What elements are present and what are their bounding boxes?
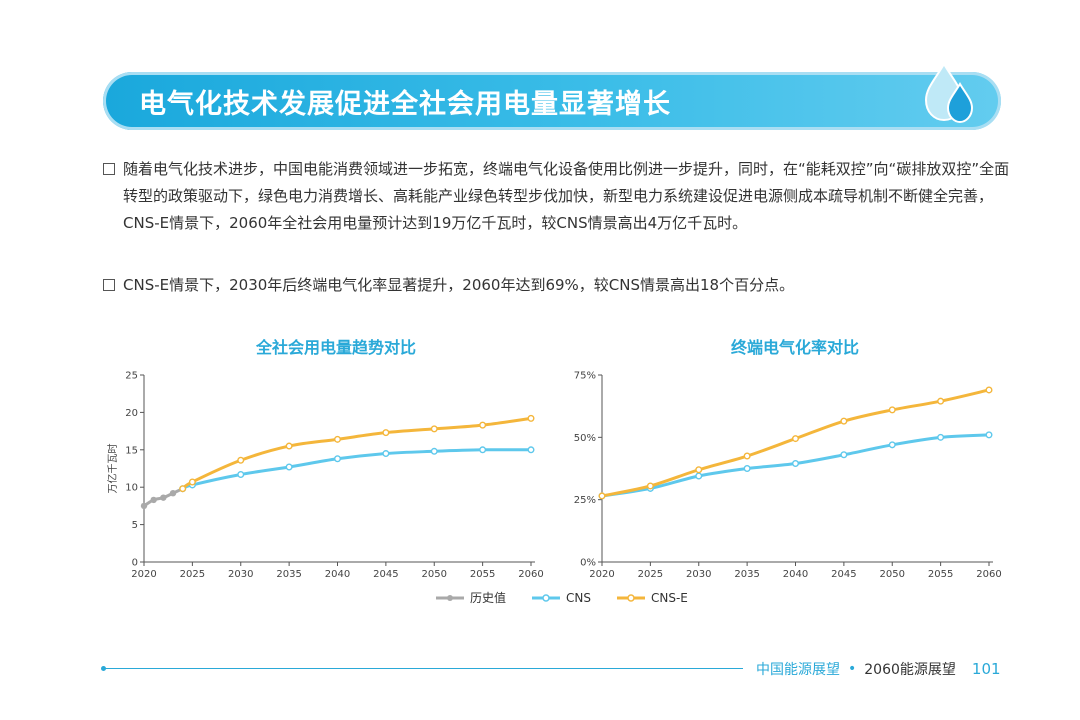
legend-item-cns: CNS [532, 591, 591, 605]
legend-history-swatch [436, 594, 464, 601]
x-tick-label: 2045 [831, 569, 856, 580]
section-banner: 电气化技术发展促进全社会用电量显著增长 [103, 72, 1001, 130]
y-tick-label: 75% [574, 371, 596, 382]
chart-title-electricity: 全社会用电量趋势对比 [255, 338, 416, 357]
legend-item-cnse: CNS-E [617, 591, 688, 605]
data-point-cnse [646, 482, 654, 490]
x-tick-label: 2030 [228, 569, 253, 580]
data-point-cnse [188, 478, 196, 486]
bullet-paragraph: 随着电气化技术进步，中国电能消费领域进一步拓宽，终端电气化设备使用比例进一步提升… [103, 156, 1013, 237]
data-point-cns [937, 433, 945, 441]
legend-item-history: 历史值 [436, 589, 506, 606]
data-point-cns [888, 441, 896, 449]
legend-cns-swatch [532, 593, 561, 602]
data-point-cnse [840, 417, 848, 425]
y-tick-label: 10 [125, 483, 138, 494]
data-point-cnse [382, 429, 390, 437]
x-tick-label: 2045 [373, 569, 398, 580]
x-tick-label: 2050 [422, 569, 447, 580]
x-tick-label: 2025 [180, 569, 205, 580]
x-tick-label: 2020 [589, 569, 614, 580]
data-point-cnse [237, 456, 245, 464]
legend-label-history: 历史值 [470, 591, 507, 605]
legend-cnse-swatch [617, 593, 645, 602]
data-point-history [140, 502, 148, 510]
series-line-cnse [600, 388, 991, 498]
x-tick-label: 2035 [276, 569, 301, 580]
electrification-rate-chart: 0% 25% 50% 75% 2020 2025 2030 2035 2040 2045 2050 2… [574, 371, 1002, 581]
data-point-cns [333, 455, 341, 463]
footer-rule [103, 668, 743, 669]
data-point-cnse [888, 406, 896, 414]
bullet-text: CNS-E情景下，2030年后终端电气化率显著提升，2060年达到69%，较CN… [123, 276, 795, 294]
x-tick-label: 2025 [638, 569, 663, 580]
page-number: 101 [971, 660, 1001, 678]
series-line-cnse [181, 416, 533, 491]
footer-book-subtitle: 2060能源展望 [864, 662, 956, 678]
y-tick-label: 0 [132, 558, 138, 569]
x-tick-label: 2060 [976, 569, 1001, 580]
series-line-cns [181, 448, 533, 491]
data-point-cnse [743, 452, 751, 460]
page-footer: 中国能源展望 • 2060能源展望 101 [756, 659, 1001, 679]
data-point-cns [743, 464, 751, 472]
section-title: 电气化技术发展促进全社会用电量显著增长 [139, 89, 671, 120]
y-tick-label: 5 [132, 520, 138, 531]
x-tick-label: 2040 [783, 569, 808, 580]
y-tick-label: 20 [125, 408, 138, 419]
data-point-cnse [479, 421, 487, 429]
y-tick-label: 25% [574, 495, 596, 506]
data-point-cns [840, 451, 848, 459]
data-point-cns [430, 447, 438, 455]
water-drop-icon [924, 61, 974, 124]
data-point-cns [791, 460, 799, 468]
data-point-cnse [985, 386, 993, 394]
footer-book-title: 中国能源展望 [756, 662, 840, 678]
x-tick-label: 2055 [470, 569, 495, 580]
data-point-cnse [598, 492, 606, 500]
data-point-cnse [430, 425, 438, 433]
x-tick-label: 2035 [734, 569, 759, 580]
data-point-cns [479, 446, 487, 454]
data-point-cns [285, 463, 293, 471]
data-point-cnse [695, 466, 703, 474]
bullet-paragraph: CNS-E情景下，2030年后终端电气化率显著提升，2060年达到69%，较CN… [103, 272, 1013, 299]
data-point-history [169, 489, 177, 497]
x-tick-label: 2055 [928, 569, 953, 580]
chart-legend: 历史值 CNS CNS-E [436, 589, 688, 606]
data-point-history [160, 494, 167, 501]
x-tick-label: 2060 [518, 569, 543, 580]
data-point-cns [382, 450, 390, 458]
data-point-history [150, 496, 157, 504]
bullet-box-icon [103, 279, 115, 291]
data-point-cnse [791, 435, 799, 443]
y-tick-label: 15 [125, 445, 138, 456]
y-tick-label: 25 [125, 371, 138, 382]
data-point-cns [985, 431, 993, 439]
y-tick-label: 50% [574, 433, 596, 444]
data-point-cns [237, 470, 245, 478]
data-point-cnse [333, 435, 341, 443]
data-point-cnse [179, 485, 187, 493]
data-point-cnse [527, 414, 535, 422]
data-point-cnse [285, 442, 293, 450]
x-tick-label: 2050 [880, 569, 905, 580]
legend-label-cns: CNS [566, 590, 591, 605]
legend-label-cnse: CNS-E [651, 590, 688, 605]
x-tick-label: 2040 [325, 569, 350, 580]
bullet-box-icon [103, 163, 115, 175]
data-point-cnse [937, 397, 945, 405]
y-tick-label: 0% [580, 558, 596, 569]
x-tick-label: 2020 [131, 569, 156, 580]
data-point-cns [527, 446, 535, 454]
data-point-cns [695, 472, 703, 480]
bullet-text: 随着电气化技术进步，中国电能消费领域进一步拓宽，终端电气化设备使用比例进一步提升… [123, 160, 1010, 232]
y-axis-label: 万亿千瓦时 [106, 444, 119, 494]
chart-title-electrification: 终端电气化率对比 [730, 338, 859, 357]
footer-separator: • [848, 661, 857, 677]
x-tick-label: 2030 [686, 569, 711, 580]
